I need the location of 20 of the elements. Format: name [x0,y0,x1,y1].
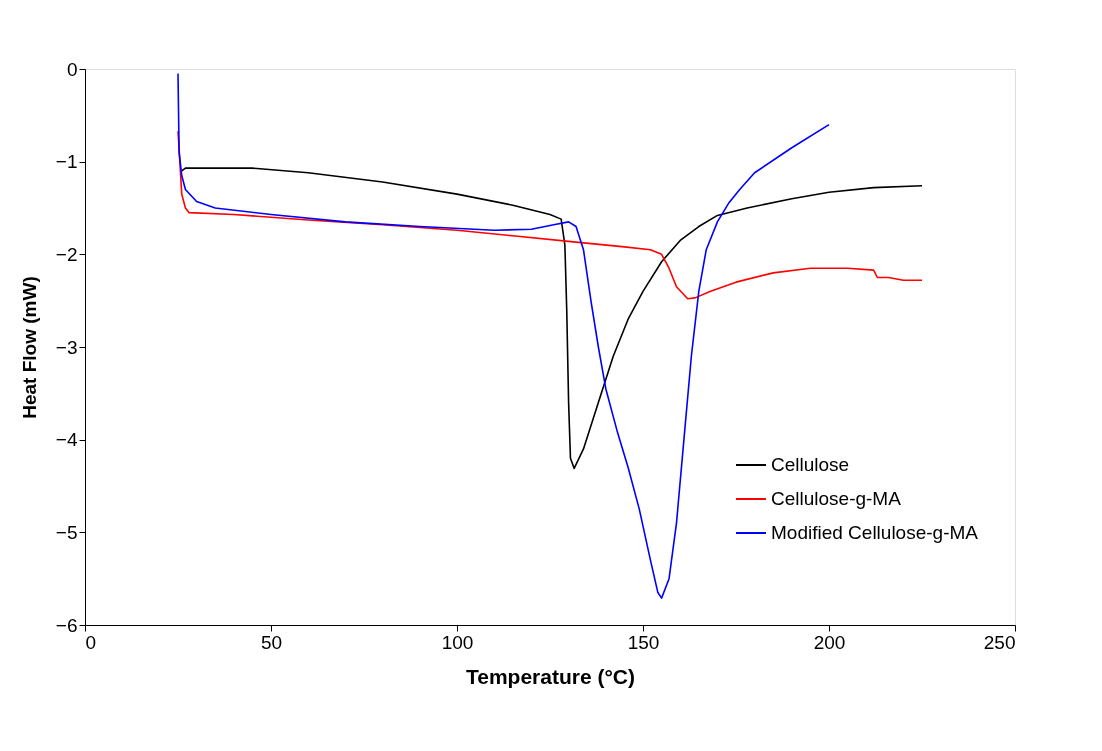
legend-label: Cellulose-g-MA [771,488,902,509]
x-tick-label: 200 [813,631,846,653]
y-tick-label: −4 [55,429,78,451]
y-tick-label: −2 [55,243,78,265]
y-tick-label: −3 [55,336,78,358]
legend-label: Cellulose [771,454,850,475]
line-series [180,167,923,470]
x-tick-label: 50 [260,631,283,653]
y-tick-label: 0 [66,58,78,80]
y-tick-label: −1 [55,151,78,173]
line-series [177,130,923,300]
legend-label: Modified Cellulose-g-MA [771,522,979,543]
x-tick-label: 0 [85,631,97,653]
y-tick-label: −5 [55,521,78,543]
y-tick-label: −6 [55,614,78,636]
x-axis-title: Temperature (°C) [465,664,636,688]
y-axis-title: Heat Flow (mW) [18,276,40,419]
x-tick-label: 150 [627,631,660,653]
x-tick-label: 250 [983,631,1016,653]
x-tick-label: 100 [441,631,474,653]
